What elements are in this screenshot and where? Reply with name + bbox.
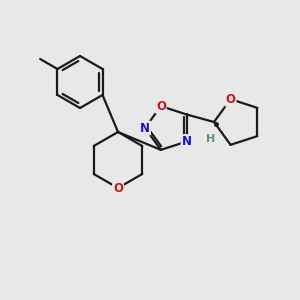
Text: O: O [113,182,123,194]
Text: H: H [206,134,216,144]
Text: O: O [226,93,236,106]
Text: N: N [140,122,150,134]
Text: O: O [156,100,166,112]
Text: N: N [182,135,192,148]
